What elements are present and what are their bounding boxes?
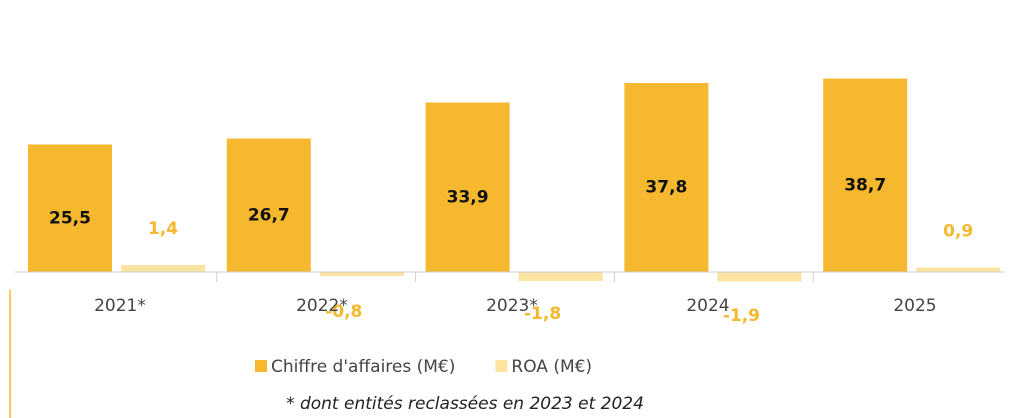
bar (916, 267, 1001, 272)
value-label: 0,9 (943, 222, 973, 242)
footnote: * dont entités reclassées en 2023 et 202… (286, 394, 644, 414)
value-label: 26,7 (248, 205, 290, 225)
x-tick-label: 2021* (94, 296, 146, 316)
bar (425, 102, 510, 272)
value-label: 33,9 (447, 187, 489, 207)
value-label: 25,5 (49, 208, 91, 228)
bar (319, 272, 404, 276)
bar (624, 83, 709, 272)
value-label: 37,8 (645, 178, 687, 198)
value-label: -1,8 (524, 304, 561, 324)
value-label: 38,7 (844, 175, 886, 195)
x-tick-label: 2025 (893, 296, 936, 316)
bar (518, 272, 603, 281)
bar (121, 265, 205, 272)
bar (28, 144, 112, 272)
x-tick-label: 2024 (686, 296, 729, 316)
legend-label: Chiffre d'affaires (M€) (271, 357, 455, 377)
value-label: -1,9 (723, 306, 760, 326)
x-tick-label: 2023* (486, 296, 538, 316)
legend-swatch (255, 360, 267, 372)
legend-swatch (495, 360, 508, 372)
bar (823, 78, 908, 272)
bar (226, 138, 311, 272)
value-label: -0,8 (325, 302, 362, 322)
x-tick-label: 2022* (296, 296, 348, 316)
value-label: 1,4 (148, 219, 178, 239)
bar (717, 272, 802, 282)
legend-label: ROA (M€) (511, 357, 592, 377)
